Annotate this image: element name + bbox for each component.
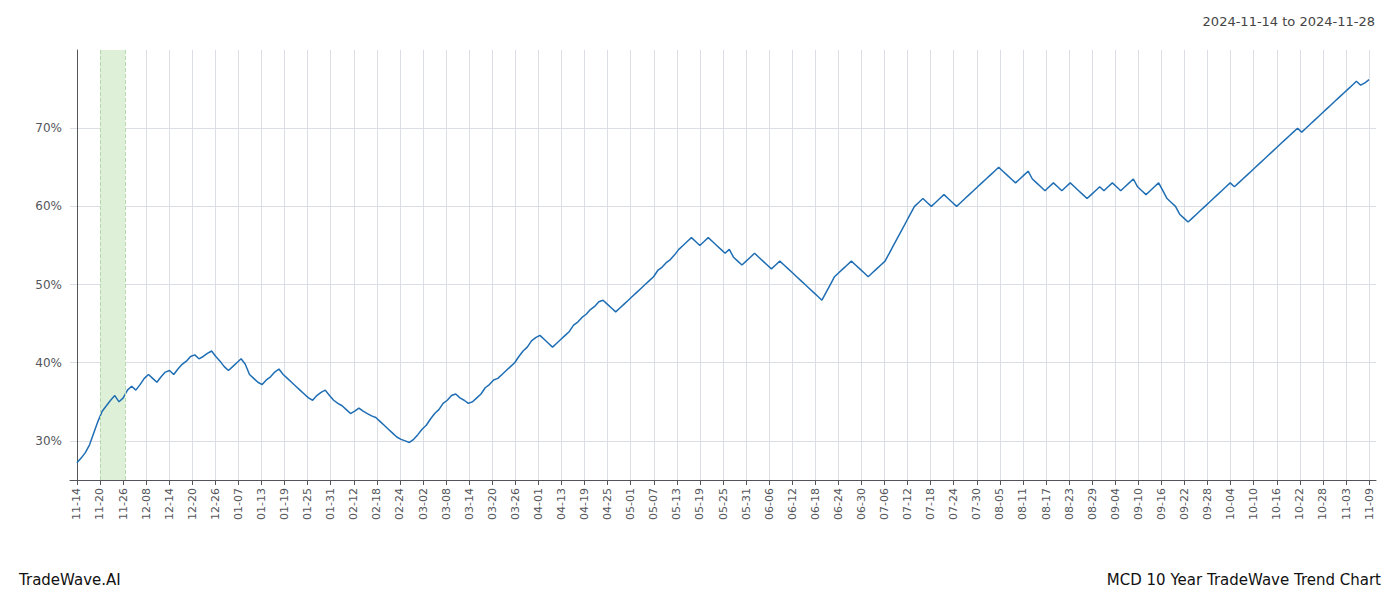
svg-text:04-01: 04-01: [532, 488, 545, 520]
svg-text:08-17: 08-17: [1040, 488, 1053, 520]
svg-text:2024-11-14 to 2024-11-28: 2024-11-14 to 2024-11-28: [1203, 14, 1375, 29]
svg-text:12-20: 12-20: [186, 488, 199, 520]
svg-text:03-14: 03-14: [463, 488, 476, 520]
svg-text:07-30: 07-30: [970, 488, 983, 520]
svg-text:10-28: 10-28: [1316, 488, 1329, 520]
svg-text:11-09: 11-09: [1363, 488, 1376, 520]
svg-text:60%: 60%: [35, 199, 62, 213]
svg-text:05-25: 05-25: [717, 488, 730, 520]
svg-text:05-01: 05-01: [624, 488, 637, 520]
svg-text:03-20: 03-20: [486, 488, 499, 520]
svg-text:04-25: 04-25: [601, 488, 614, 520]
svg-text:12-08: 12-08: [140, 488, 153, 520]
svg-text:01-31: 01-31: [324, 488, 337, 520]
svg-text:04-13: 04-13: [555, 488, 568, 520]
svg-text:05-13: 05-13: [670, 488, 683, 520]
svg-text:01-07: 01-07: [232, 488, 245, 520]
svg-text:02-12: 02-12: [347, 488, 360, 520]
svg-text:09-10: 09-10: [1132, 488, 1145, 520]
svg-text:TradeWave.AI: TradeWave.AI: [18, 571, 121, 589]
svg-text:07-18: 07-18: [924, 488, 937, 520]
svg-text:04-19: 04-19: [578, 488, 591, 520]
svg-text:07-24: 07-24: [947, 488, 960, 520]
svg-text:03-02: 03-02: [417, 488, 430, 520]
svg-text:30%: 30%: [35, 434, 62, 448]
svg-text:06-06: 06-06: [763, 488, 776, 520]
svg-text:10-22: 10-22: [1293, 488, 1306, 520]
svg-text:10-10: 10-10: [1247, 488, 1260, 520]
svg-text:11-03: 11-03: [1340, 488, 1353, 520]
svg-text:08-23: 08-23: [1063, 488, 1076, 520]
svg-text:11-26: 11-26: [117, 488, 130, 520]
svg-text:07-12: 07-12: [901, 488, 914, 520]
svg-text:06-30: 06-30: [855, 488, 868, 520]
svg-text:09-04: 09-04: [1109, 488, 1122, 520]
svg-text:40%: 40%: [35, 356, 62, 370]
svg-text:07-06: 07-06: [878, 488, 891, 520]
svg-text:09-28: 09-28: [1201, 488, 1214, 520]
svg-text:02-18: 02-18: [370, 488, 383, 520]
svg-text:05-07: 05-07: [647, 488, 660, 520]
svg-text:06-18: 06-18: [809, 488, 822, 520]
svg-text:50%: 50%: [35, 278, 62, 292]
svg-text:09-22: 09-22: [1178, 488, 1191, 520]
svg-text:06-12: 06-12: [786, 488, 799, 520]
svg-text:08-11: 08-11: [1016, 488, 1029, 520]
svg-text:12-14: 12-14: [163, 488, 176, 520]
svg-text:05-19: 05-19: [693, 488, 706, 520]
svg-text:70%: 70%: [35, 121, 62, 135]
svg-text:01-13: 01-13: [255, 488, 268, 520]
svg-text:MCD 10 Year TradeWave Trend Ch: MCD 10 Year TradeWave Trend Chart: [1107, 571, 1381, 589]
svg-text:10-04: 10-04: [1224, 488, 1237, 520]
svg-text:11-20: 11-20: [93, 488, 106, 520]
svg-text:06-24: 06-24: [832, 488, 845, 520]
svg-text:01-19: 01-19: [278, 488, 291, 520]
svg-text:01-25: 01-25: [301, 488, 314, 520]
svg-text:03-26: 03-26: [509, 488, 522, 520]
svg-text:10-16: 10-16: [1270, 488, 1283, 520]
svg-text:11-14: 11-14: [70, 488, 83, 520]
svg-text:09-16: 09-16: [1155, 488, 1168, 520]
svg-text:08-29: 08-29: [1086, 488, 1099, 520]
svg-text:12-26: 12-26: [209, 488, 222, 520]
svg-text:05-31: 05-31: [740, 488, 753, 520]
svg-text:08-05: 08-05: [993, 488, 1006, 520]
svg-text:03-08: 03-08: [440, 488, 453, 520]
svg-text:02-24: 02-24: [393, 488, 406, 520]
